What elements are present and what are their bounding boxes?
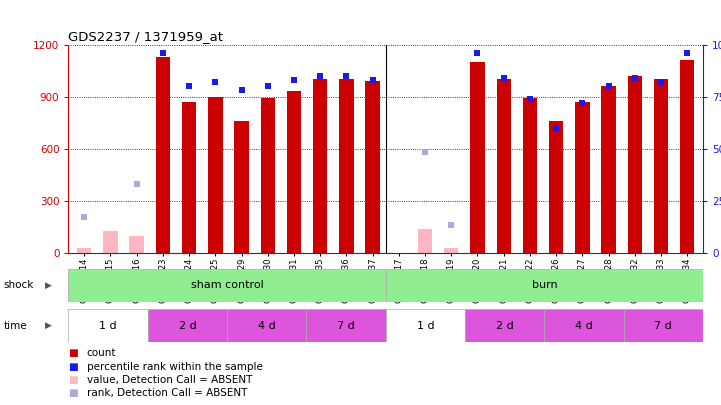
Point <box>524 96 536 102</box>
Bar <box>444 248 459 253</box>
Bar <box>130 236 144 253</box>
Point <box>420 149 431 156</box>
Point <box>340 72 352 79</box>
Bar <box>386 309 465 342</box>
Point <box>314 72 326 79</box>
Bar <box>465 309 544 342</box>
Bar <box>549 121 563 253</box>
Point <box>288 77 300 83</box>
Text: 4 d: 4 d <box>258 321 275 330</box>
Point <box>262 83 273 90</box>
Point <box>681 50 693 56</box>
Point <box>131 180 143 187</box>
Bar <box>68 269 386 302</box>
Text: sham control: sham control <box>191 280 263 290</box>
Point <box>183 83 195 90</box>
Text: 1 d: 1 d <box>417 321 434 330</box>
Point <box>629 75 640 81</box>
Point <box>210 79 221 85</box>
Text: ■: ■ <box>68 362 79 371</box>
Point <box>603 83 614 90</box>
Bar <box>627 76 642 253</box>
Bar <box>418 229 433 253</box>
Text: shock: shock <box>4 280 34 290</box>
Text: percentile rank within the sample: percentile rank within the sample <box>87 362 262 371</box>
Text: count: count <box>87 348 116 358</box>
Bar <box>68 309 148 342</box>
Text: burn: burn <box>531 280 557 290</box>
Text: 7 d: 7 d <box>337 321 355 330</box>
Bar <box>234 121 249 253</box>
Bar <box>148 309 227 342</box>
Text: ▶: ▶ <box>45 321 53 330</box>
Text: GDS2237 / 1371959_at: GDS2237 / 1371959_at <box>68 30 224 43</box>
Text: rank, Detection Call = ABSENT: rank, Detection Call = ABSENT <box>87 388 247 398</box>
Bar <box>544 309 624 342</box>
Point <box>79 213 90 220</box>
Point <box>236 87 247 94</box>
Bar <box>523 98 537 253</box>
Bar <box>601 86 616 253</box>
Point <box>655 79 667 85</box>
Text: 2 d: 2 d <box>179 321 196 330</box>
Bar <box>227 309 306 342</box>
Point <box>446 222 457 228</box>
Text: ▶: ▶ <box>45 281 53 290</box>
Bar <box>386 269 703 302</box>
Bar <box>366 81 380 253</box>
Bar <box>208 97 223 253</box>
Text: 7 d: 7 d <box>655 321 672 330</box>
Bar <box>103 230 118 253</box>
Bar <box>260 98 275 253</box>
Text: 2 d: 2 d <box>496 321 513 330</box>
Bar <box>339 79 353 253</box>
Text: time: time <box>4 321 27 330</box>
Bar <box>624 309 703 342</box>
Bar <box>680 60 694 253</box>
Text: ■: ■ <box>68 375 79 385</box>
Bar <box>470 62 485 253</box>
Bar <box>156 57 170 253</box>
Bar <box>575 102 590 253</box>
Point <box>550 125 562 131</box>
Bar <box>287 92 301 253</box>
Text: ■: ■ <box>68 388 79 398</box>
Bar <box>313 79 327 253</box>
Bar <box>306 309 386 342</box>
Bar <box>182 102 196 253</box>
Text: 4 d: 4 d <box>575 321 593 330</box>
Text: value, Detection Call = ABSENT: value, Detection Call = ABSENT <box>87 375 252 385</box>
Point <box>367 77 379 83</box>
Bar <box>77 248 92 253</box>
Point <box>472 50 483 56</box>
Text: 1 d: 1 d <box>99 321 117 330</box>
Text: ■: ■ <box>68 348 79 358</box>
Point <box>498 75 510 81</box>
Bar <box>497 79 511 253</box>
Bar <box>654 79 668 253</box>
Point <box>157 50 169 56</box>
Point <box>577 100 588 106</box>
